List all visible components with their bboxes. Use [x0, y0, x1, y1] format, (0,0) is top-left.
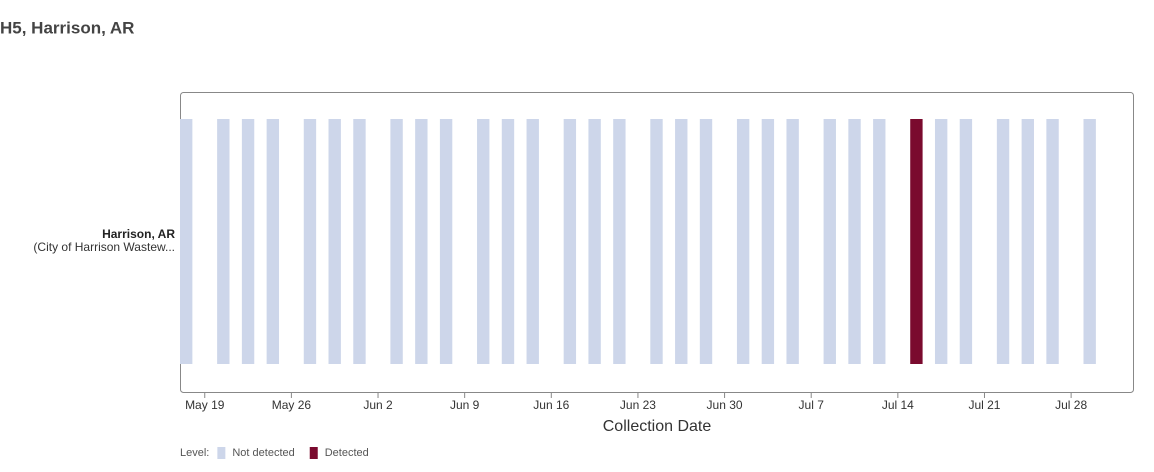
sample-bar: [1046, 119, 1059, 364]
sample-bar: [588, 119, 601, 364]
x-tick-label: Jun 30: [707, 398, 743, 412]
sample-bar: [439, 119, 453, 364]
sample-bar: [699, 119, 713, 364]
x-tick-label: Jul 21: [968, 398, 1000, 412]
x-tick-label: Jun 16: [533, 398, 569, 412]
sample-bar: [390, 119, 403, 364]
sample-bar: [996, 119, 1010, 364]
sample-bar: [303, 119, 317, 364]
sample-bar: [217, 119, 230, 364]
legend-label: Not detected: [232, 447, 294, 459]
sample-bar: [786, 119, 799, 364]
x-tick-label: Jul 7: [799, 398, 825, 412]
x-tick-label: Jun 2: [363, 398, 393, 412]
sample-bar: [761, 119, 775, 364]
sample-bar: [526, 119, 539, 364]
sample-bar: [675, 119, 688, 364]
x-axis-label: Collection Date: [603, 418, 712, 435]
sample-bar: [1021, 119, 1034, 364]
x-tick-label: May 19: [185, 398, 225, 412]
sample-bar: [848, 119, 861, 364]
sample-bar: [501, 119, 515, 364]
x-tick-label: Jun 23: [620, 398, 656, 412]
legend-title: Level:: [180, 447, 209, 459]
chart-title: H5, Harrison, AR: [0, 18, 134, 37]
sample-bar: [1083, 119, 1096, 364]
row-sublabel: (City of Harrison Wastew...: [33, 240, 175, 254]
sample-bar: [241, 119, 255, 364]
sample-bar: [415, 119, 428, 364]
sample-bar: [823, 119, 836, 364]
legend-label: Detected: [325, 447, 369, 459]
sample-bar: [934, 119, 948, 364]
x-tick-label: Jun 9: [450, 398, 480, 412]
sample-bar: [873, 119, 886, 364]
sample-bar: [477, 119, 490, 364]
sample-bar: [180, 119, 193, 364]
sample-bar: [650, 119, 663, 364]
sample-bar: [613, 119, 626, 364]
x-tick-label: Jul 28: [1055, 398, 1087, 412]
sample-bar: [910, 119, 923, 364]
x-tick-label: Jul 14: [882, 398, 914, 412]
sample-bar: [353, 119, 366, 364]
sample-bar: [959, 119, 973, 364]
row-label: Harrison, AR: [102, 227, 175, 241]
legend-swatch: [217, 447, 226, 459]
sample-bar: [328, 119, 341, 364]
legend-swatch: [309, 447, 318, 459]
sample-bar: [563, 119, 577, 364]
x-tick-label: May 26: [272, 398, 312, 412]
sample-bar: [266, 119, 280, 364]
sample-bar: [736, 119, 750, 364]
